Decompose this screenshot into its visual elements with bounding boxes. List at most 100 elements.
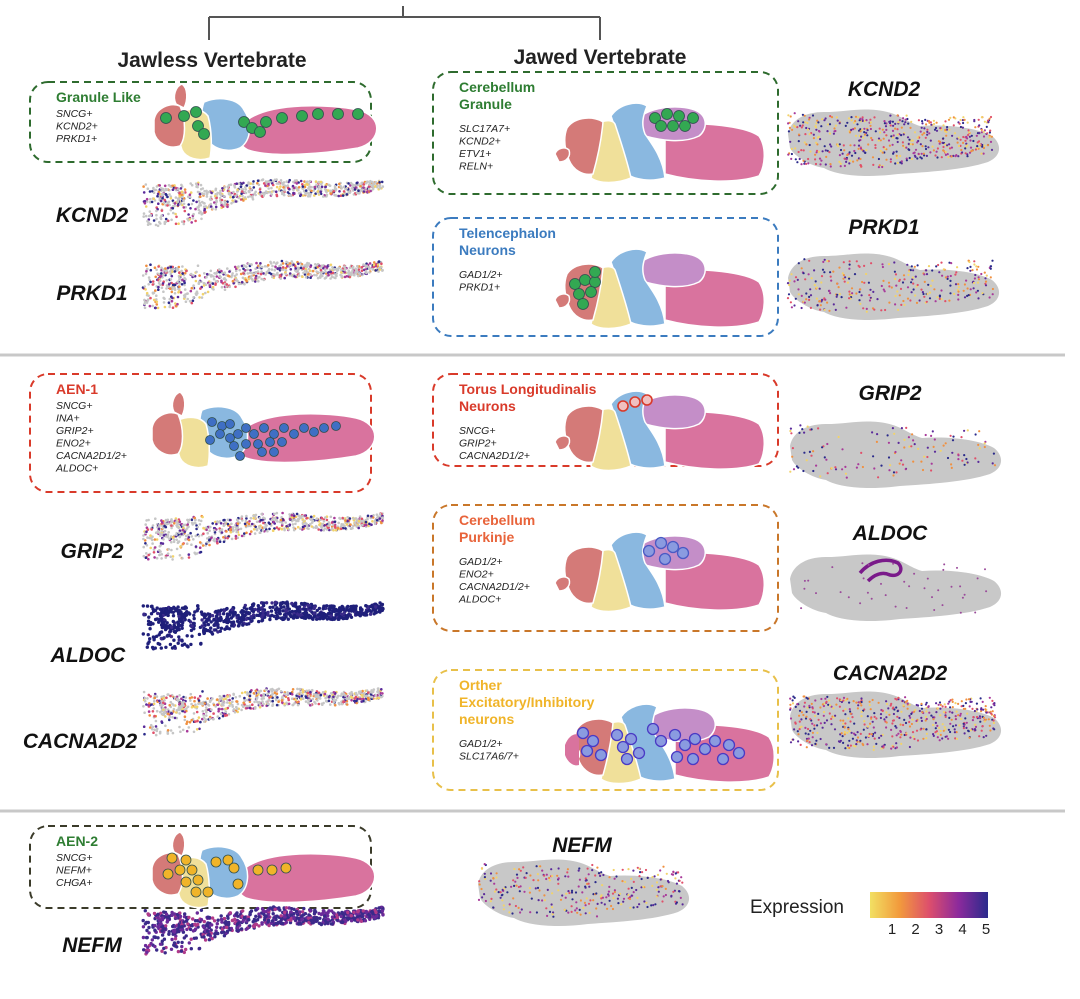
spatial-point — [145, 703, 148, 706]
spatial-point — [203, 272, 206, 275]
spatial-point — [352, 910, 356, 914]
spatial-point — [357, 189, 360, 192]
spatial-point — [345, 697, 349, 701]
spatial-point — [311, 519, 315, 523]
aen1-dot — [217, 421, 227, 431]
spatial-point — [149, 534, 152, 537]
spatial-point — [199, 918, 204, 922]
spatial-point — [311, 269, 315, 273]
spatial-point — [214, 705, 217, 708]
spatial-point — [198, 201, 202, 205]
spatial-point — [193, 699, 196, 703]
granule-dot — [673, 110, 685, 122]
spatial-point — [167, 183, 171, 187]
spatial-point — [355, 699, 358, 703]
spatial-point — [285, 525, 289, 528]
spatial-point — [225, 285, 228, 288]
spatial-point — [216, 541, 219, 545]
spatial-point — [165, 279, 168, 282]
spatial-point — [275, 185, 279, 189]
spatial-point — [240, 190, 244, 193]
spatial-point — [189, 628, 194, 633]
spatial-point — [291, 616, 296, 620]
spatial-point — [209, 202, 213, 206]
spatial-point — [269, 262, 273, 265]
spatial-point — [275, 511, 279, 515]
spatial-point — [238, 194, 242, 198]
spatial-point — [171, 924, 175, 929]
spatial-point — [262, 194, 266, 197]
spatial-point — [249, 276, 252, 280]
spatial-point — [229, 530, 233, 534]
spatial-point — [378, 512, 382, 516]
spatial-point — [343, 271, 347, 274]
spatial-point — [153, 944, 157, 949]
spatial-point — [324, 270, 327, 274]
spatial-point — [173, 644, 177, 649]
spatial-point — [301, 183, 304, 186]
spatial-point — [147, 283, 150, 286]
spatial-point — [274, 610, 278, 615]
spatial-point — [348, 275, 352, 279]
spatial-point — [306, 273, 310, 276]
spatial-point — [331, 617, 335, 621]
spatial-point — [274, 190, 278, 193]
spatial-point — [149, 296, 152, 300]
spatial-point — [167, 301, 171, 305]
spatial-point — [927, 146, 930, 149]
spatial-point — [290, 260, 294, 263]
spatial-point — [151, 622, 155, 626]
spatial-point — [172, 707, 176, 711]
spatial-point — [233, 265, 237, 269]
jawed-celltype-box-3-marker: SNCG+ — [459, 425, 495, 437]
spatial-point — [323, 268, 327, 271]
spatial-point — [333, 703, 337, 707]
spatial-point — [240, 264, 244, 268]
spatial-point — [371, 183, 375, 186]
spatial-point — [317, 528, 321, 531]
spatial-point — [192, 212, 195, 216]
spatial-point — [142, 191, 146, 194]
spatial-point — [255, 696, 259, 699]
spatial-point — [192, 613, 196, 617]
spatial-point — [331, 267, 335, 271]
spatial-point — [188, 720, 192, 724]
spatial-point — [873, 116, 876, 119]
spatial-point — [230, 622, 234, 626]
spatial-point — [323, 527, 327, 530]
spatial-point — [273, 178, 277, 182]
spatial-point — [160, 209, 164, 212]
spatial-point — [208, 529, 211, 532]
spatial-point — [204, 291, 207, 295]
spatial-point — [155, 606, 159, 610]
spatial-point — [189, 692, 193, 696]
spatial-point — [182, 222, 186, 226]
spatial-point — [263, 526, 266, 529]
spatial-point — [259, 518, 263, 522]
spatial-point — [212, 623, 216, 627]
spatial-point — [302, 267, 305, 270]
spatial-point — [197, 199, 201, 203]
jawed-celltype-box-4: Cerebellum PurkinjeGAD1/2+ENO2+CACNA2D1/… — [432, 504, 779, 632]
spatial-point — [142, 705, 145, 708]
spatial-point — [337, 701, 341, 705]
spatial-point — [310, 185, 313, 189]
spatial-point — [178, 191, 181, 195]
spatial-point — [340, 187, 343, 190]
spatial-point — [228, 911, 232, 915]
spatial-point — [347, 269, 351, 273]
spatial-point — [283, 276, 287, 280]
spatial-point — [301, 688, 304, 691]
spatial-point — [268, 190, 272, 194]
aen1-dot — [265, 437, 275, 447]
spatial-point — [195, 911, 199, 915]
spatial-point — [278, 603, 283, 607]
other-neuron-dot — [620, 752, 634, 766]
spatial-point — [234, 537, 238, 540]
jawed-celltype-box-5-title: Excitatory/Inhibitory — [459, 694, 595, 710]
spatial-point — [332, 695, 335, 699]
spatial-point — [183, 280, 186, 283]
spatial-point — [175, 538, 178, 542]
spatial-point — [189, 699, 192, 702]
spatial-point — [200, 624, 204, 628]
